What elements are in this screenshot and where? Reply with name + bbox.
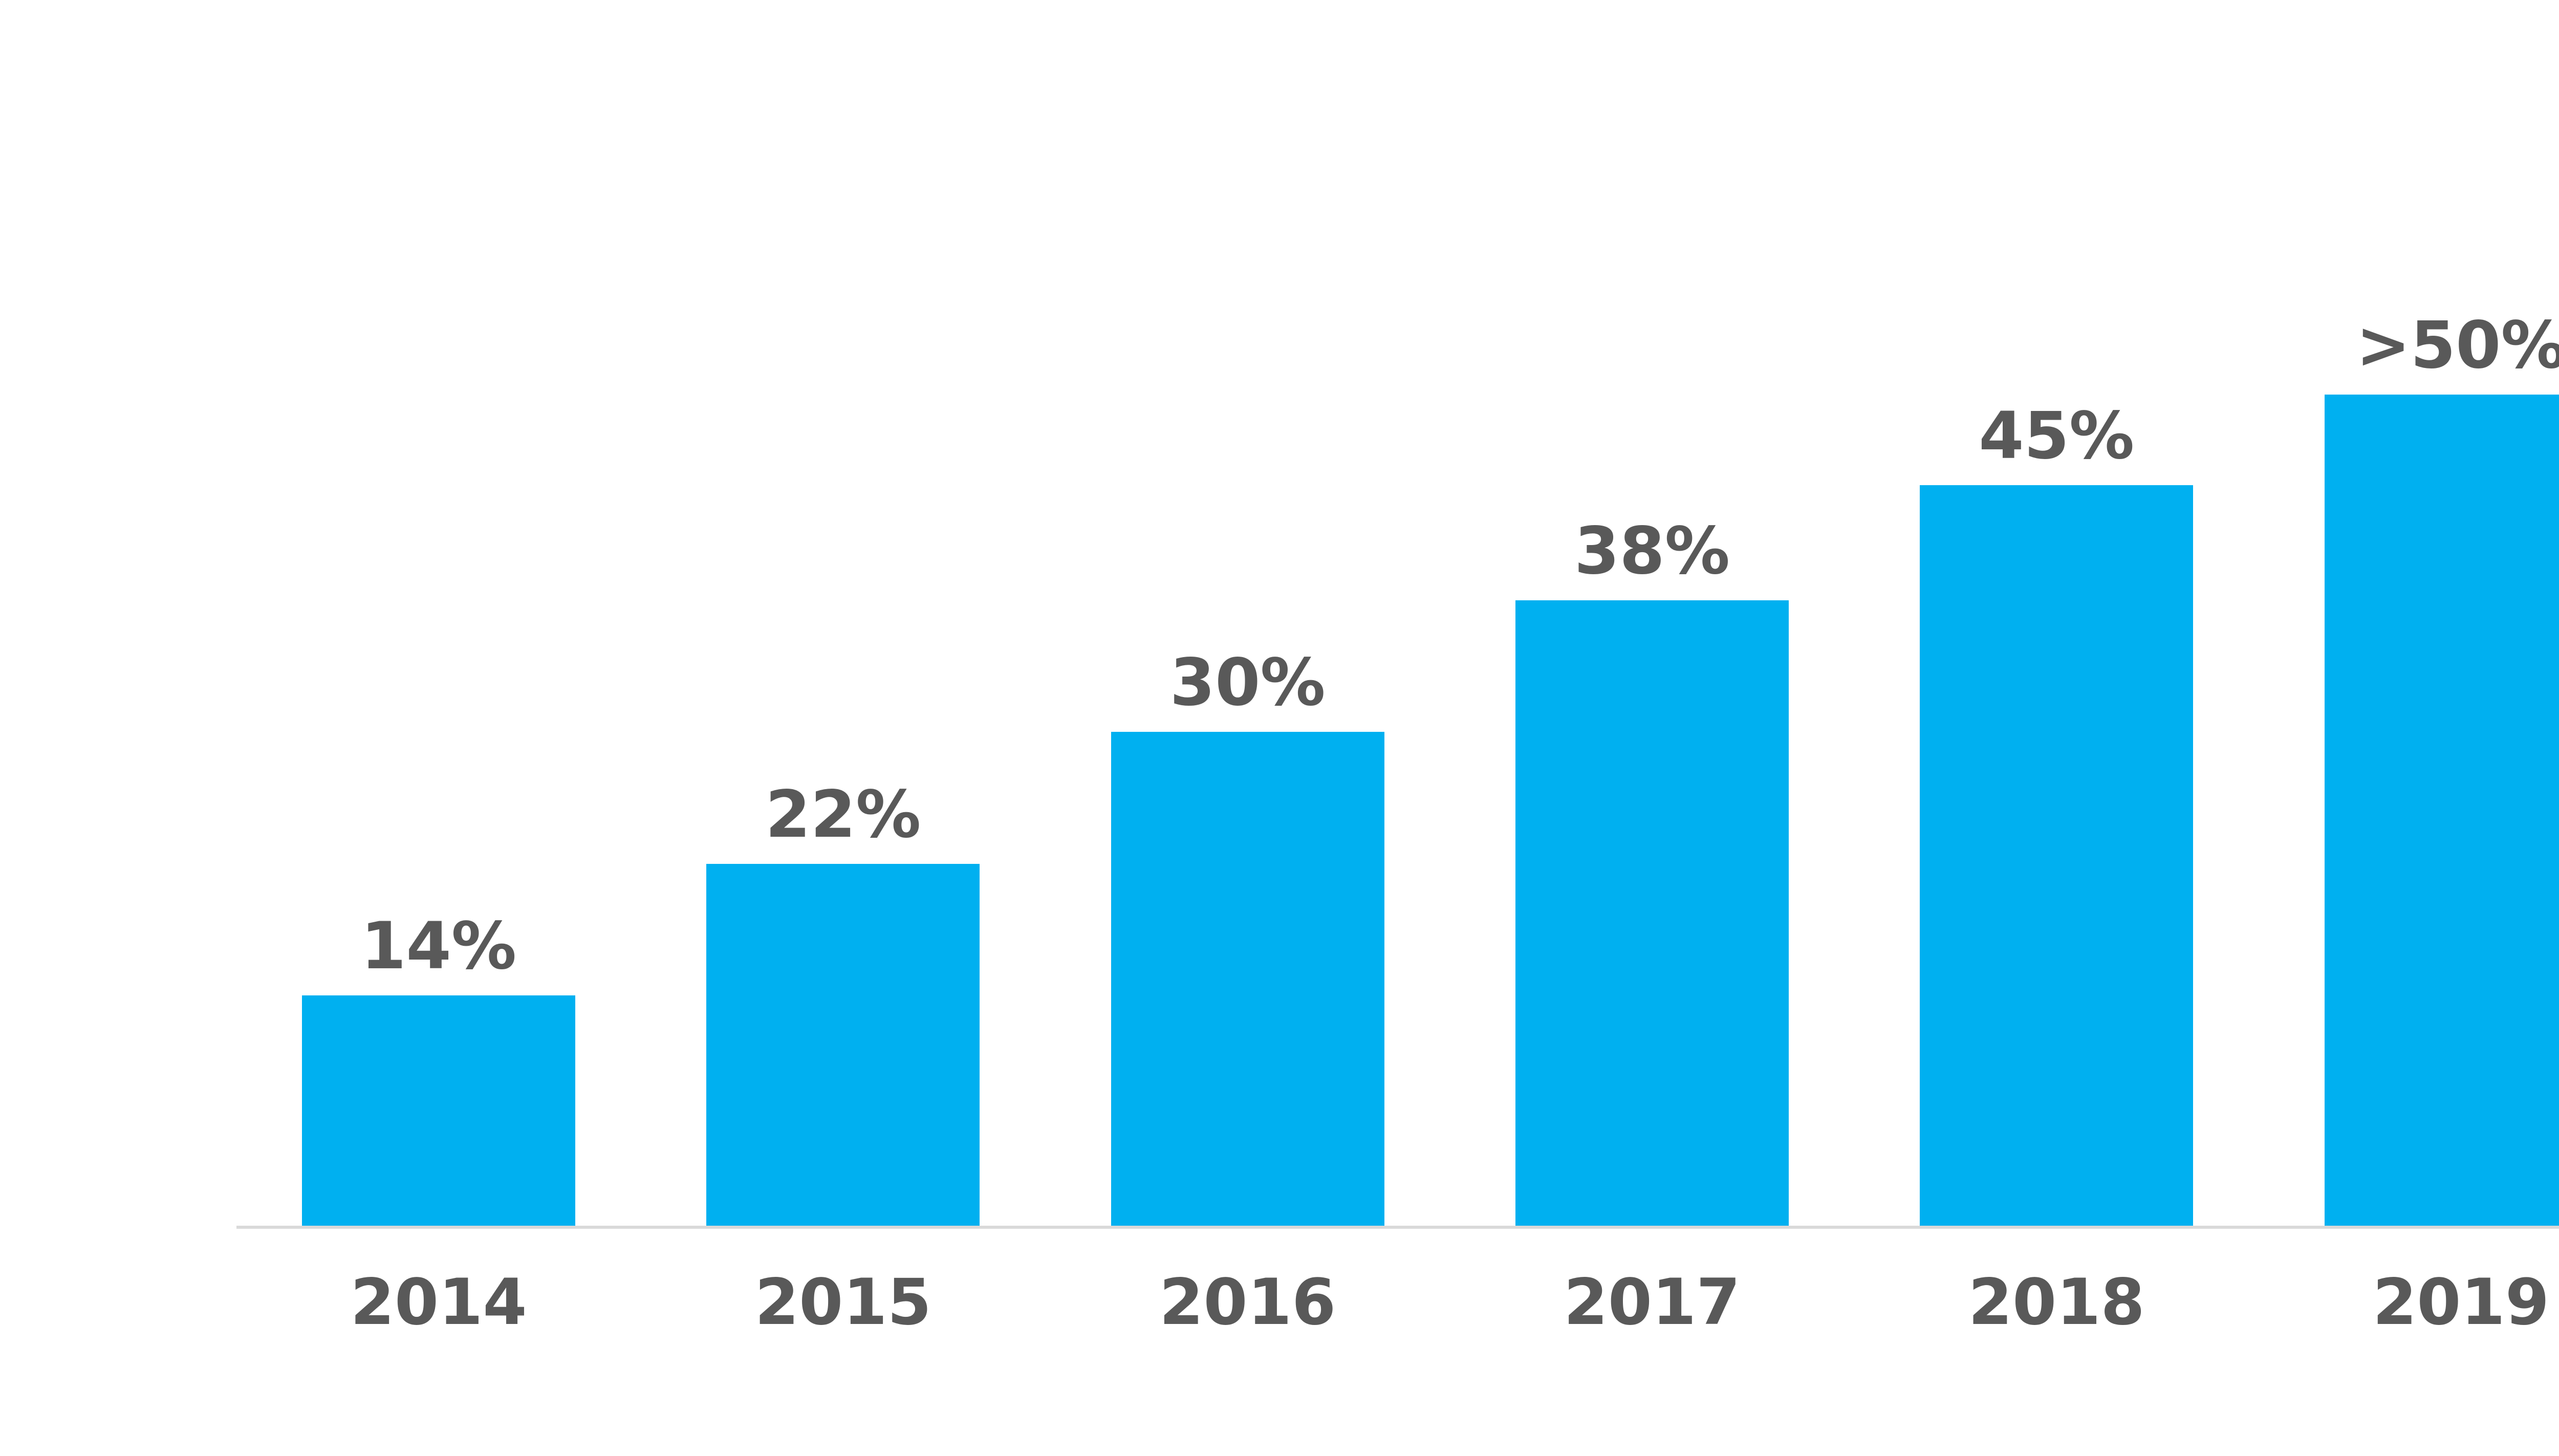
x-tick-label: 2016 <box>1159 1266 1336 1339</box>
x-tick-label: 2014 <box>350 1266 527 1339</box>
bar-2019 <box>2324 395 2559 1226</box>
bar-group-2017: 38% <box>1450 0 1854 1226</box>
bar-value-label: 38% <box>1574 513 1730 589</box>
x-tick-label: 2017 <box>1564 1266 1741 1339</box>
bar-2016 <box>1111 732 1384 1226</box>
x-tick-label: 2015 <box>754 1266 931 1339</box>
bar-2017 <box>1515 600 1789 1226</box>
x-tick-label: 2018 <box>1968 1266 2145 1339</box>
bar-2014 <box>302 995 576 1226</box>
x-axis: 2014201520162017201820192020 <box>236 1229 2559 1339</box>
bar-value-label: 45% <box>1979 398 2135 474</box>
bar-value-label: >50% <box>2356 307 2559 383</box>
bar-value-label: 30% <box>1169 644 1326 721</box>
x-tick-label: 2019 <box>2372 1266 2550 1339</box>
bar-2018 <box>1920 485 2194 1226</box>
plot-area: 14%22%30%38%45%>50%65% <box>236 0 2559 1229</box>
bar-value-label: 22% <box>765 776 921 853</box>
bar-value-label: 14% <box>361 908 517 984</box>
bar-2015 <box>706 864 980 1226</box>
bar-group-2019: >50% <box>2259 0 2559 1226</box>
bar-group-2014: 14% <box>236 0 641 1226</box>
bar-group-2015: 22% <box>641 0 1045 1226</box>
bar-group-2018: 45% <box>1854 0 2259 1226</box>
bar-group-2016: 30% <box>1046 0 1450 1226</box>
